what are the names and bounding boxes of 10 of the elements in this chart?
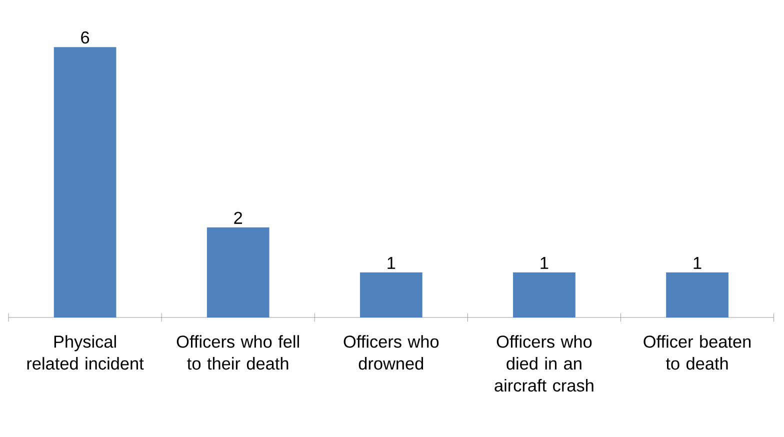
x-tick-label: Officer beaten to death: [644, 335, 751, 370]
data-label: 2: [234, 212, 242, 224]
x-tick-label: Officers who fell to their death: [176, 335, 299, 370]
x-tick-label: Officers who drowned: [344, 335, 439, 370]
data-label: 1: [540, 257, 548, 270]
x-tick-label: Physical related incident: [27, 335, 144, 370]
data-label: 1: [388, 257, 396, 270]
data-label: 6: [81, 32, 90, 44]
data-label: 1: [694, 257, 702, 270]
x-tick-label: Officers who died in an aircraft crash: [494, 335, 594, 392]
